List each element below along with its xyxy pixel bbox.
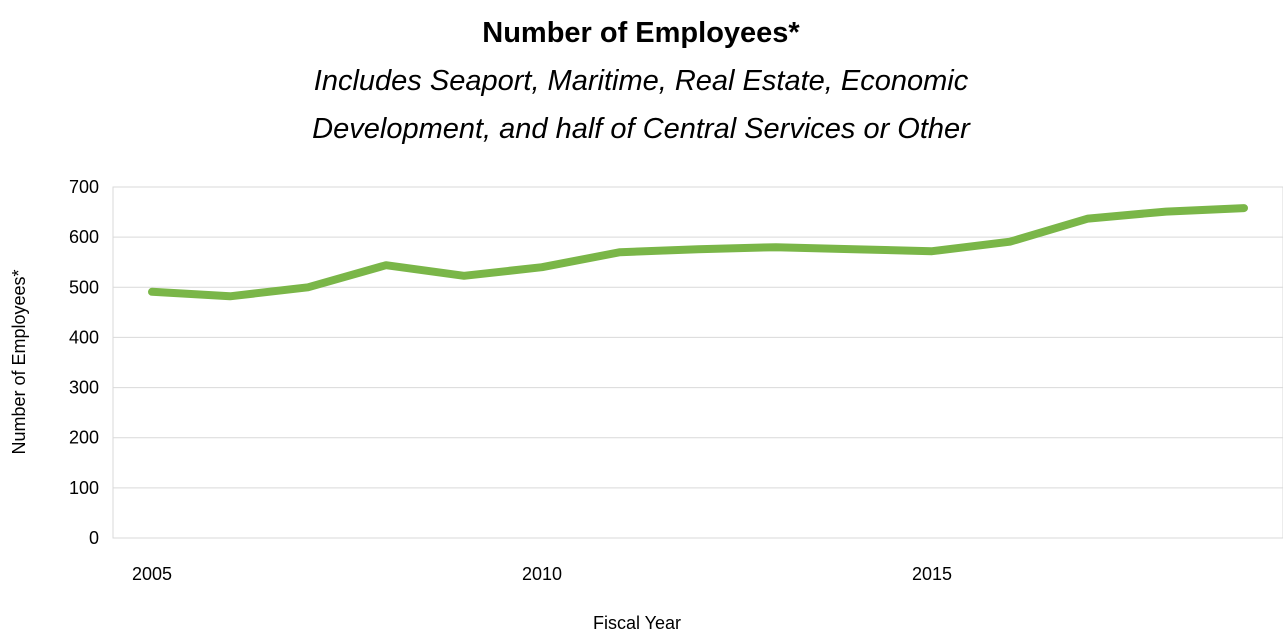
x-axis-ticks: 2005 2010 2015 [132,564,952,584]
y-tick-label: 700 [69,177,99,197]
y-tick-label: 200 [69,428,99,448]
series-layer [148,204,1248,301]
x-tick-label: 2015 [912,564,952,584]
y-axis-ticks: 0 100 200 300 400 500 600 700 [69,177,99,548]
y-tick-label: 400 [69,327,99,347]
plot-area-frame [112,186,1283,539]
y-tick-label: 600 [69,227,99,247]
y-tick-label: 300 [69,378,99,398]
y-tick-label: 500 [69,277,99,297]
x-axis-label: Fiscal Year [593,613,681,633]
chart-subtitle-line-2: Development, and half of Central Service… [312,113,971,145]
series-line-0 [148,204,1248,301]
x-tick-label: 2005 [132,564,172,584]
y-axis-label: Number of Employees* [9,269,29,454]
chart-title: Number of Employees* [482,17,800,49]
chart-subtitle-line-1: Includes Seaport, Maritime, Real Estate,… [314,65,969,97]
y-tick-label: 100 [69,478,99,498]
y-tick-label: 0 [89,528,99,548]
x-tick-label: 2010 [522,564,562,584]
gridlines [113,186,1283,539]
